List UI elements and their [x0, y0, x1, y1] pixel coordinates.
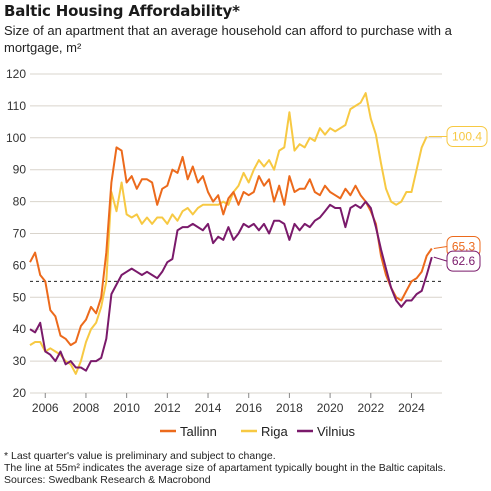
end-label-connector-tallinn — [433, 245, 448, 249]
y-tick-label-90: 90 — [13, 163, 27, 177]
end-label-value-riga: 100.4 — [452, 130, 482, 144]
end-label-box-riga — [446, 126, 488, 148]
x-tick-label-2016: 2016 — [235, 401, 262, 415]
end-label-vilnius: 62.6 — [433, 250, 481, 272]
x-tick-label-2012: 2012 — [154, 401, 181, 415]
legend-label-riga: Riga — [261, 424, 289, 439]
series-line-tallinn — [29, 146, 433, 347]
end-label-connector-vilnius — [433, 256, 448, 262]
y-tick-label-80: 80 — [13, 195, 27, 209]
end-label-box-vilnius — [446, 250, 481, 272]
end-label-value-vilnius: 62.6 — [452, 254, 476, 268]
y-tick-label-50: 50 — [13, 290, 27, 304]
chart-title: Baltic Housing Affordability* — [4, 2, 240, 20]
series-line-vilnius — [29, 200, 433, 372]
y-tick-label-20: 20 — [13, 386, 27, 400]
series-line-riga — [29, 92, 428, 375]
y-tick-label-70: 70 — [13, 227, 27, 241]
end-labels: 65.3 100.4 62.6 — [428, 126, 488, 272]
x-tick-label-2018: 2018 — [276, 401, 303, 415]
end-label-value-tallinn: 65.3 — [452, 239, 476, 253]
grid — [30, 73, 442, 394]
y-tick-label-110: 110 — [7, 99, 26, 113]
x-tick-label-2020: 2020 — [317, 401, 344, 415]
legend: Tallinn Riga Vilnius — [160, 424, 356, 439]
x-tick-label-2010: 2010 — [113, 401, 140, 415]
footnote-sources: Sources: Swedbank Research & Macrobond — [4, 474, 211, 486]
chart-subtitle: Size of an apartment that an average hou… — [4, 23, 452, 55]
y-tick-label-30: 30 — [13, 354, 27, 368]
y-tick-label-60: 60 — [13, 258, 27, 272]
legend-item-riga: Riga — [241, 424, 289, 439]
x-tick-label-2008: 2008 — [73, 401, 100, 415]
x-tick-label-2024: 2024 — [398, 401, 425, 415]
x-tick-label-2022: 2022 — [357, 401, 384, 415]
footnotes: * Last quarter's value is preliminary an… — [4, 450, 490, 486]
legend-label-vilnius: Vilnius — [317, 424, 356, 439]
y-tick-label-120: 120 — [6, 67, 26, 81]
end-label-riga: 100.4 — [428, 126, 488, 148]
x-axis-ticks: 2006 2008 2010 2012 2014 2016 2018 2020 2022 2024 — [32, 393, 425, 415]
legend-item-tallinn: Tallinn — [160, 424, 217, 439]
legend-item-vilnius: Vilnius — [297, 424, 356, 439]
footnote-preliminary: * Last quarter's value is preliminary an… — [4, 450, 276, 462]
x-tick-label-2006: 2006 — [32, 401, 59, 415]
legend-label-tallinn: Tallinn — [180, 424, 217, 439]
series-lines — [29, 92, 433, 375]
x-tick-label-2014: 2014 — [195, 401, 222, 415]
y-tick-label-100: 100 — [6, 131, 26, 145]
footnote-reference-line: The line at 55m² indicates the average s… — [4, 462, 446, 474]
y-axis-ticks: 20 30 40 50 60 70 80 90 100 110 120 — [6, 67, 26, 400]
y-tick-label-40: 40 — [13, 322, 27, 336]
